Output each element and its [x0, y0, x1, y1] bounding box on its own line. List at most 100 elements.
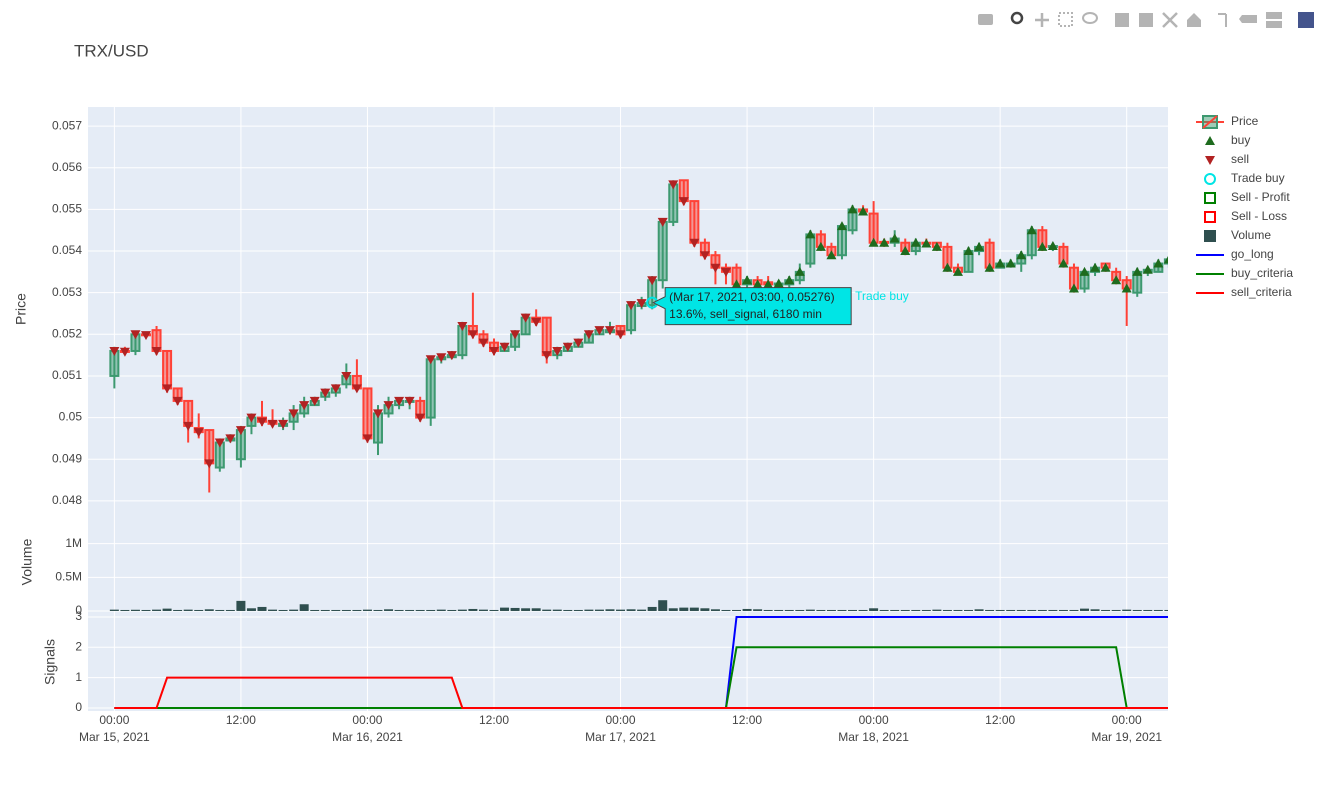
- marker: [773, 278, 784, 288]
- modebar-button[interactable]: [1010, 11, 1024, 25]
- marker: [488, 346, 499, 356]
- marker: [394, 396, 405, 406]
- legend-item[interactable]: go_long: [1196, 247, 1274, 261]
- legend-item[interactable]: Price: [1196, 114, 1259, 129]
- marker: [752, 279, 763, 289]
- marker: [657, 217, 668, 227]
- volume-bar: [995, 609, 1005, 611]
- marker: [214, 438, 225, 448]
- modebar-button[interactable]: [1139, 13, 1153, 27]
- marker: [267, 419, 278, 429]
- volume-bar: [500, 607, 510, 611]
- volume-bar: [953, 609, 963, 611]
- marker: [900, 246, 911, 256]
- legend-item[interactable]: Volume: [1204, 228, 1271, 242]
- volume-bar: [384, 609, 394, 611]
- volume-bar: [710, 609, 720, 611]
- modebar-button[interactable]: [1239, 15, 1257, 23]
- hover-box: [652, 287, 852, 326]
- volume-bar: [826, 609, 836, 611]
- volume-bar: [120, 609, 130, 611]
- volume-bar: [141, 609, 151, 611]
- volume-bar: [647, 606, 657, 611]
- x-tick-label: Mar 17, 2021: [585, 730, 656, 744]
- legend-item[interactable]: Trade buy: [1204, 171, 1285, 185]
- legend-label: buy: [1231, 133, 1250, 147]
- marker: [499, 342, 510, 352]
- modebar-button[interactable]: [1187, 13, 1201, 27]
- legend-item[interactable]: sell: [1205, 152, 1249, 166]
- legend-item[interactable]: sell_criteria: [1196, 285, 1292, 299]
- candle-body: [425, 358, 436, 419]
- candle-body: [362, 387, 373, 440]
- legend-item[interactable]: buy: [1205, 133, 1250, 147]
- volume-bar: [732, 609, 742, 611]
- y-tick-label: 0.05: [59, 410, 83, 424]
- volume-bar: [964, 609, 974, 611]
- volume-bar: [183, 609, 193, 611]
- legend-symbol: [1204, 211, 1216, 223]
- marker: [183, 421, 194, 431]
- volume-bar: [331, 609, 341, 611]
- volume-bar: [489, 609, 499, 611]
- y-tick-label: 0.057: [52, 118, 82, 132]
- modebar-button[interactable]: [1298, 12, 1314, 28]
- marker: [626, 301, 637, 311]
- legend-label: sell: [1231, 152, 1249, 166]
- marker: [636, 299, 647, 309]
- marker: [119, 347, 130, 357]
- marker: [520, 313, 531, 323]
- marker: [826, 250, 837, 260]
- marker: [1121, 283, 1132, 293]
- volume-bar: [1143, 609, 1153, 611]
- marker: [436, 353, 447, 363]
- volume-bar: [637, 609, 647, 611]
- volume-bar: [1090, 609, 1100, 611]
- marker: [1111, 275, 1122, 285]
- legend-item[interactable]: buy_criteria: [1196, 266, 1293, 280]
- marker: [910, 237, 921, 247]
- volume-bar: [816, 609, 826, 611]
- volume-bar: [805, 609, 815, 611]
- marker: [288, 409, 299, 419]
- y-tick-label: 0: [75, 603, 82, 617]
- x-tick-label: 00:00: [859, 713, 889, 727]
- legend-item[interactable]: Sell - Loss: [1204, 209, 1287, 223]
- modebar-button[interactable]: [1162, 12, 1178, 28]
- volume-bar: [1027, 609, 1037, 611]
- modebar-button[interactable]: [1035, 13, 1049, 27]
- modebar: [978, 11, 1314, 28]
- marker: [1016, 250, 1027, 260]
- marker: [668, 180, 679, 190]
- marker: [193, 428, 204, 438]
- y-axis-title: Volume: [19, 538, 35, 585]
- modebar-button[interactable]: [978, 14, 993, 25]
- modebar-button[interactable]: [1082, 12, 1098, 24]
- y-tick-label: 0.049: [52, 451, 82, 465]
- volume-bar: [521, 608, 531, 611]
- marker: [351, 384, 362, 394]
- modebar-button[interactable]: [1115, 13, 1129, 27]
- volume-bar: [1048, 609, 1058, 611]
- x-tick-label: 00:00: [606, 713, 636, 727]
- legend-symbol: [1204, 192, 1216, 204]
- marker: [573, 338, 584, 348]
- modebar-button[interactable]: [1218, 13, 1227, 27]
- modebar-button[interactable]: [1058, 12, 1073, 27]
- volume-bar: [858, 609, 868, 611]
- legend-symbol: [1204, 230, 1216, 242]
- marker: [1068, 283, 1079, 293]
- x-tick-label: Mar 16, 2021: [332, 730, 403, 744]
- x-tick-label: 00:00: [99, 713, 129, 727]
- volume-plot-area: [88, 510, 1168, 613]
- candle-body: [541, 316, 552, 357]
- volume-bar: [225, 609, 235, 611]
- volume-bar: [542, 609, 552, 611]
- volume-bar: [700, 608, 710, 611]
- marker: [404, 396, 415, 406]
- volume-bar: [478, 609, 488, 611]
- modebar-button[interactable]: [1266, 12, 1282, 28]
- legend-item[interactable]: Sell - Profit: [1204, 190, 1290, 204]
- legend-symbol: [1204, 173, 1216, 185]
- marker: [246, 413, 257, 423]
